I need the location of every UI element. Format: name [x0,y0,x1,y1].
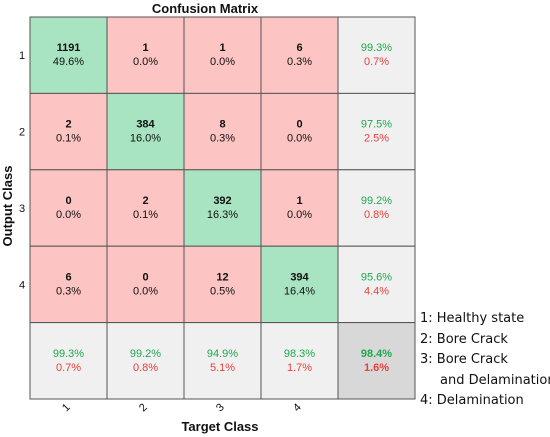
matrix-cell [29,169,108,247]
x-tick-label: 4 [291,401,304,414]
overall-cell [337,322,416,400]
y-axis-label: Output Class [0,166,15,247]
matrix-cell [29,92,108,171]
matrix-cell [183,169,262,247]
column-correct-percent: 99.2% [130,348,161,360]
matrix-cell [183,92,262,171]
column-summary-cell [29,322,108,400]
column-wrong-percent: 0.8% [133,362,158,374]
cell-percent: 16.3% [207,209,238,221]
cell-count: 384 [136,119,155,131]
row-wrong-percent: 2.5% [364,133,389,145]
row-wrong-percent: 4.4% [364,285,389,297]
x-axis-label: Target Class [181,419,258,434]
column-correct-percent: 98.3% [284,348,315,360]
cell-percent: 0.0% [133,285,158,297]
cell-count: 2 [142,195,148,207]
row-correct-percent: 97.5% [361,119,392,131]
legend-item-healthy-state: 1: Healthy state [420,311,525,326]
matrix-cell [183,245,262,324]
column-correct-percent: 94.9% [207,348,238,360]
row-wrong-percent: 0.8% [364,209,389,221]
legend-item-bore-crack-delamination: 3: Bore Crack [420,352,508,367]
matrix-cell [106,245,185,324]
column-summary-cell [106,322,185,400]
row-summary-cell [337,169,416,247]
legend-item-delamination: 4: Delamination [420,393,524,408]
column-wrong-percent: 5.1% [210,362,235,374]
y-tick-label: 3 [19,203,25,215]
cell-percent: 16.0% [130,133,161,145]
cell-count: 6 [65,271,71,283]
row-correct-percent: 95.6% [361,271,392,283]
cell-count: 0 [296,119,302,131]
row-wrong-percent: 0.7% [364,56,389,68]
matrix-cell [106,169,185,247]
row-correct-percent: 99.3% [361,42,392,54]
column-wrong-percent: 0.7% [56,362,81,374]
cell-percent: 0.5% [210,285,235,297]
column-correct-percent: 99.3% [53,348,84,360]
cell-count: 1191 [57,42,81,54]
x-tick-label: 3 [214,401,227,414]
cell-percent: 0.0% [133,56,158,68]
cell-count: 8 [219,119,225,131]
matrix-cell [260,92,339,171]
matrix-cell [260,16,339,94]
matrix-cell [29,245,108,324]
legend-item-bore-crack-delamination-cont: and Delamination [440,372,550,388]
y-tick-label: 2 [19,127,25,139]
cell-count: 6 [296,42,302,54]
y-tick-label: 1 [19,50,25,62]
row-correct-percent: 99.2% [361,195,392,207]
matrix-cell [106,16,185,94]
cell-count: 2 [65,119,71,131]
matrix-cell [260,169,339,247]
y-tick-label: 4 [19,279,25,291]
row-summary-cell [337,16,416,94]
overall-correct-percent: 98.4% [361,348,392,360]
x-tick-label: 2 [137,401,150,414]
column-wrong-percent: 1.7% [287,362,312,374]
cell-count: 0 [142,271,148,283]
cell-count: 392 [213,195,231,207]
cell-count: 394 [290,271,309,283]
chart-title: Confusion Matrix [152,1,259,16]
matrix-cell [260,245,339,324]
cell-percent: 0.3% [210,133,235,145]
legend-item-bore-crack: 2: Bore Crack [420,331,508,347]
overall-wrong-percent: 1.6% [364,362,389,374]
cell-percent: 0.1% [56,133,81,145]
cell-count: 1 [296,195,302,207]
column-summary-cell [183,322,262,400]
matrix-cell [183,16,262,94]
cell-count: 12 [216,271,228,283]
cell-percent: 0.0% [287,209,312,221]
cell-percent: 0.3% [56,285,81,297]
cell-percent: 0.1% [133,209,158,221]
cell-percent: 0.0% [287,133,312,145]
cell-percent: 0.0% [56,209,81,221]
cell-percent: 0.0% [210,56,235,68]
row-summary-cell [337,245,416,324]
x-tick-label: 1 [60,401,73,414]
cell-count: 1 [219,42,225,54]
matrix-cell [29,16,108,94]
cell-percent: 0.3% [287,56,312,68]
cell-percent: 16.4% [284,285,315,297]
matrix-cell [106,92,185,171]
class-legend: 1: Healthy state 2: Bore Crack 3: Bore C… [420,309,550,412]
cell-count: 0 [65,195,71,207]
cell-percent: 49.6% [53,56,84,68]
column-summary-cell [260,322,339,400]
row-summary-cell [337,92,416,171]
cell-count: 1 [142,42,148,54]
